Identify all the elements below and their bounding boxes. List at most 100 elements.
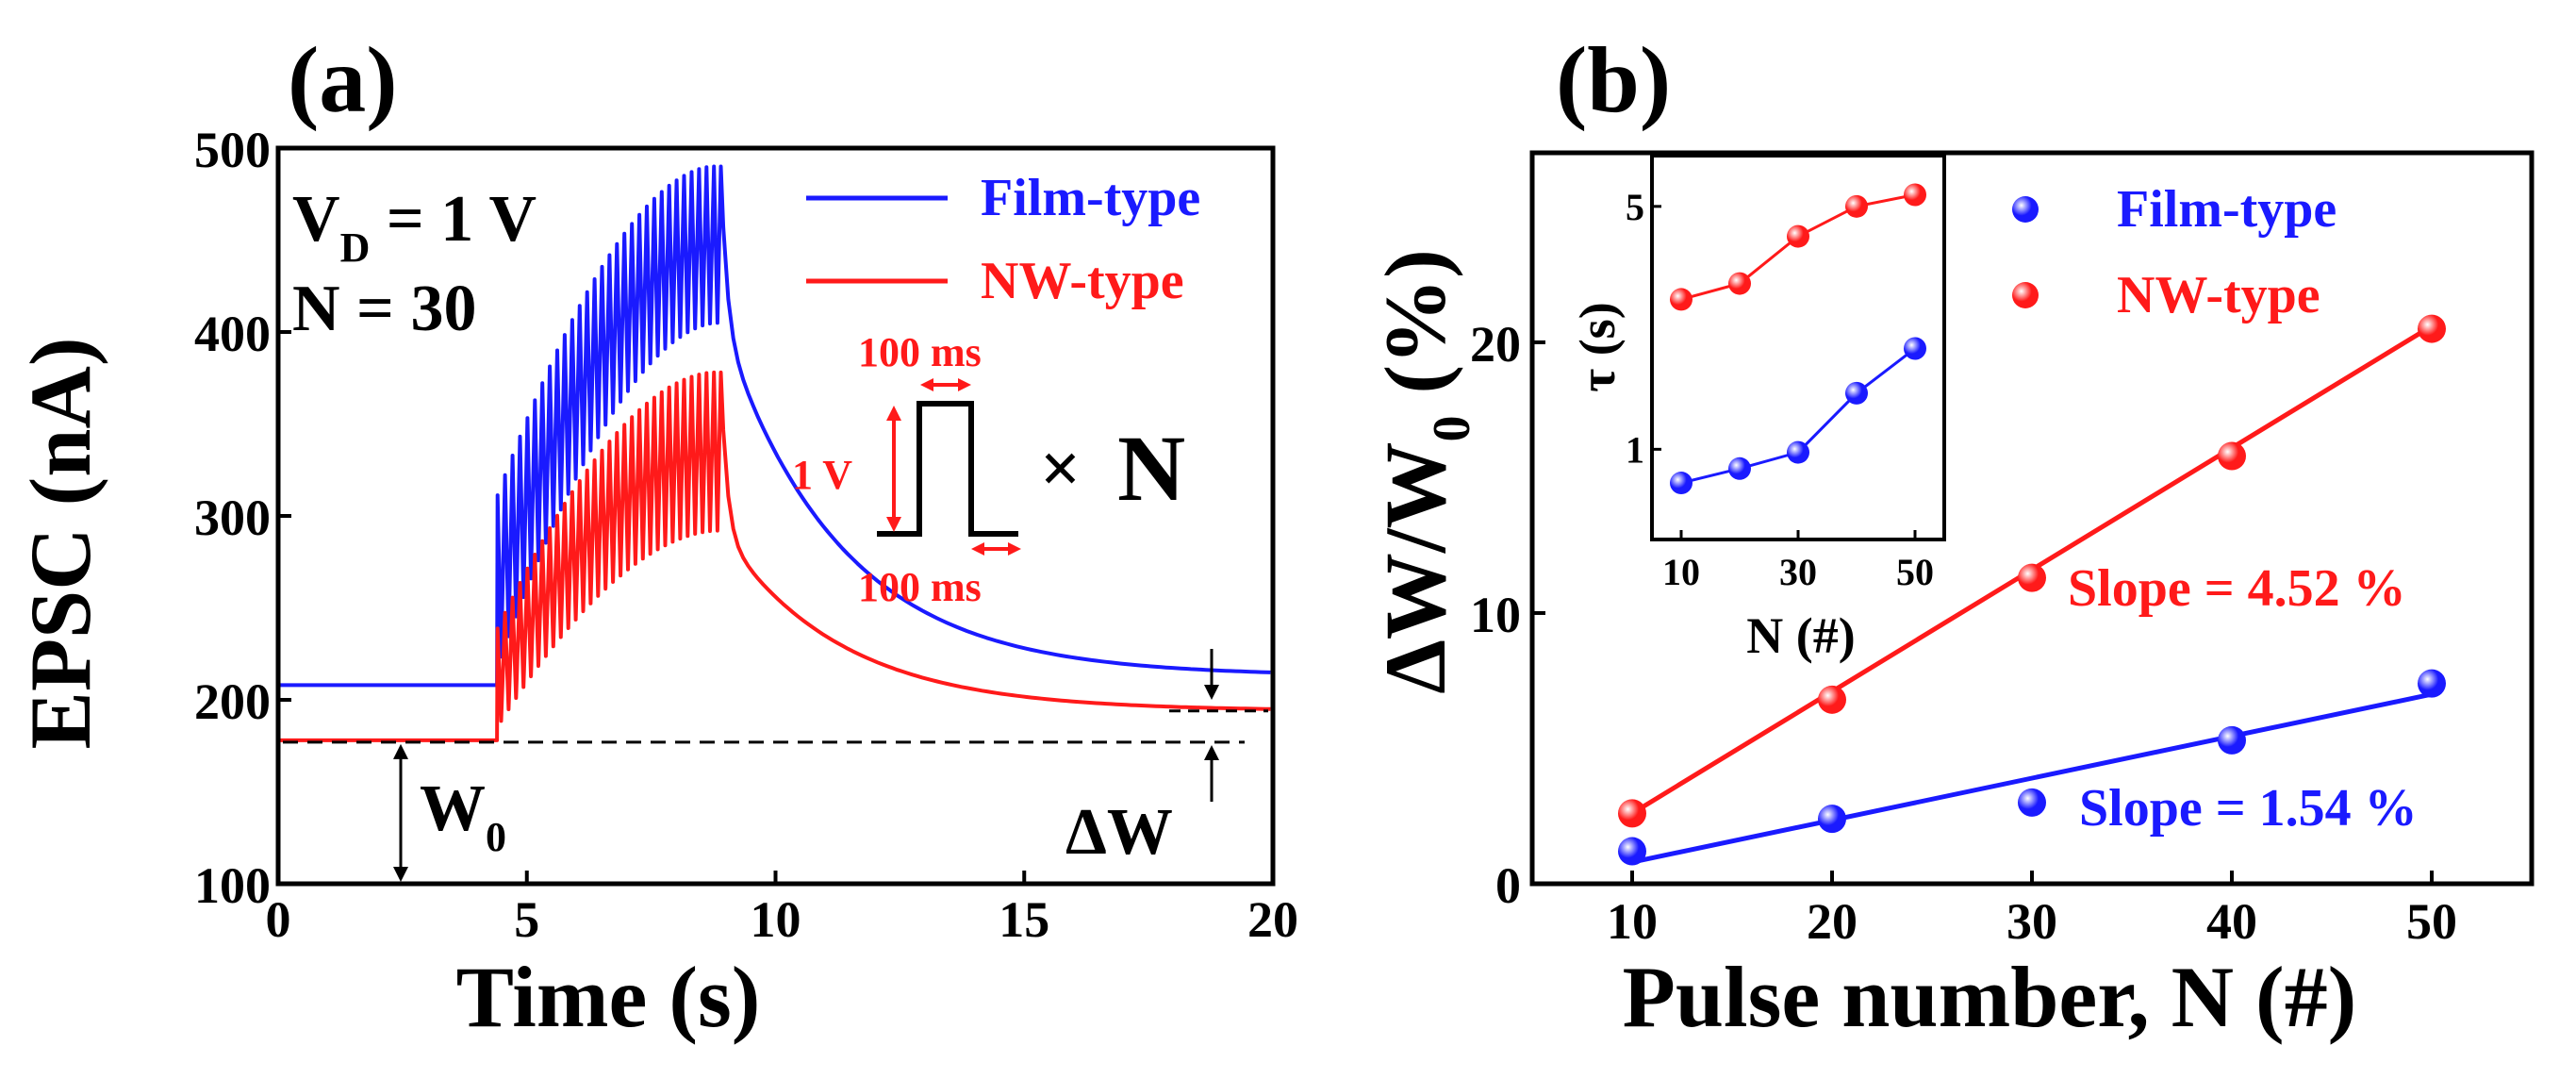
panel-b-ytick-label: 0 [1495, 857, 1521, 914]
panel-a-xtick-label: 5 [514, 891, 539, 948]
data-point-film [2218, 725, 2246, 755]
panel-b: (b) ΔW/W0 (%) Pulse number, N (#) 10 20 30… [1367, 27, 2535, 1045]
tau-inset-xtick-label: 50 [1896, 551, 1934, 593]
panel-b-xlabel: Pulse number, N (#) [1623, 949, 2357, 1045]
data-point-nw [2018, 563, 2046, 592]
tau-point-film [1845, 381, 1868, 405]
panel-b-ylabel: ΔW/W0 (%) [1367, 249, 1481, 694]
interval-arrow-head-right [1008, 542, 1021, 556]
tau-point-film [1904, 337, 1926, 360]
amplitude-label: 1 V [792, 452, 852, 498]
panel-b-data [1618, 314, 2446, 866]
panel-b-xtick-label: 50 [2406, 893, 2457, 950]
tau-inset-ticks: 10 30 50 1 5 [1626, 186, 1934, 593]
vd-label: VD = 1 V [292, 183, 537, 271]
panel-a-label: (a) [288, 27, 398, 132]
panel-a-ytick-label: 100 [194, 857, 271, 914]
data-point-film [1618, 837, 1646, 866]
panel-b-label: (b) [1556, 27, 1671, 132]
epsc-curve-film [278, 164, 1271, 688]
w0-arrow-head-bottom [393, 867, 408, 882]
panel-b-ylabel-unit: (%) [1367, 249, 1463, 415]
width-label: 100 ms [858, 329, 982, 375]
epsc-curve-nw [278, 370, 1271, 742]
panel-b-xtick-label: 10 [1607, 893, 1658, 950]
tau-point-nw [1728, 272, 1751, 295]
panel-a-xtick-label: 20 [1247, 891, 1298, 948]
panel-b-ytick-label: 20 [1470, 316, 1521, 373]
fit-line-film [1631, 691, 2433, 865]
pulse-waveform [877, 401, 1018, 537]
w0-arrow-head-top [393, 743, 408, 759]
tau-inset-data [1670, 183, 1926, 495]
tau-point-film [1670, 472, 1693, 495]
panel-b-ylabel-main: ΔW/W [1367, 442, 1463, 694]
tau-inset-ytick-label: 5 [1626, 186, 1644, 228]
tau-inset-ytick-label: 1 [1626, 428, 1644, 471]
panel-b-xtick-label: 40 [2206, 893, 2257, 950]
data-point-film [1818, 805, 1846, 834]
legend-a-nw-label: NW-type [981, 252, 1184, 310]
pulse-schematic: 1 V 100 ms 100 ms × N [792, 329, 1185, 610]
delta-w-arrow-head-top [1204, 685, 1219, 700]
panel-a-xtick-label: 10 [751, 891, 801, 948]
panel-a-ytick-label: 400 [194, 306, 271, 362]
data-point-nw [1618, 799, 1646, 828]
pulse-count-symbol: N [1117, 416, 1185, 521]
tau-inset: 10 30 50 1 5 τ (s) N (#) [1569, 154, 1946, 664]
tau-point-nw [1787, 224, 1809, 248]
amplitude-arrow-head-bottom [886, 517, 901, 532]
legend-b-film-marker [2012, 196, 2039, 223]
panel-a: (a) EPSC (nA) Time (s) 0 5 10 15 20100200300… [12, 27, 1298, 1045]
data-point-nw [2218, 441, 2246, 471]
slope-film-label: Slope = 1.54 % [2079, 779, 2418, 838]
amplitude-arrow-head-top [886, 406, 901, 421]
panel-b-ytick-label: 10 [1470, 587, 1521, 643]
panel-a-frame [275, 145, 1276, 887]
delta-w-arrow-head-bottom [1204, 745, 1219, 760]
n-label: N = 30 [292, 273, 476, 345]
tau-inset-xtick-label: 30 [1779, 551, 1817, 593]
w0-label: W0 [420, 772, 506, 860]
panel-b-frame [1529, 150, 2535, 887]
legend-a-film-label: Film-type [981, 169, 1200, 227]
panel-a-ylabel: EPSC (nA) [12, 337, 108, 749]
panel-a-ytick-label: 200 [194, 673, 271, 730]
legend-b-nw-label: NW-type [2117, 266, 2320, 324]
tau-point-nw [1670, 288, 1693, 311]
vd-main: V [292, 183, 340, 256]
w0-sub: 0 [486, 814, 506, 860]
panel-a-ytick-label: 500 [194, 122, 271, 178]
panel-b-ylabel-sub: 0 [1423, 416, 1481, 442]
data-point-nw [1818, 685, 1846, 714]
width-arrow-head-left [920, 378, 933, 391]
interval-label: 100 ms [858, 564, 982, 610]
panel-a-xtick-label: 15 [999, 891, 1049, 948]
panel-a-data [278, 164, 1271, 742]
tau-inset-xlabel: N (#) [1746, 607, 1855, 664]
data-point-nw [2418, 314, 2446, 343]
width-arrow-head-right [958, 378, 971, 391]
w0-annotation: W0 [283, 740, 1245, 882]
tau-point-nw [1845, 194, 1868, 218]
panel-a-ytick-label: 300 [194, 490, 271, 546]
interval-arrow-head-left [971, 542, 984, 556]
delta-w-annotation: ΔW [1065, 649, 1268, 869]
panel-a-xtick-label: 0 [266, 891, 291, 948]
tau-point-film [1787, 440, 1809, 464]
panel-b-ticks: 10 20 30 40 50 0 10 20 [1470, 316, 2457, 950]
tau-point-nw [1904, 183, 1926, 207]
delta-w-label: ΔW [1065, 796, 1173, 869]
w0-main: W [420, 772, 486, 845]
panel-b-xtick-label: 20 [1807, 893, 1858, 950]
data-point-film [2018, 788, 2046, 817]
data-point-film [2418, 669, 2446, 698]
tau-point-film [1728, 456, 1751, 480]
vd-value: = 1 V [370, 183, 537, 256]
panel-b-xtick-label: 30 [2006, 893, 2057, 950]
tau-inset-ylabel: τ (s) [1569, 302, 1626, 391]
legend-b-nw-marker [2012, 282, 2039, 308]
times-symbol: × [1040, 429, 1081, 508]
